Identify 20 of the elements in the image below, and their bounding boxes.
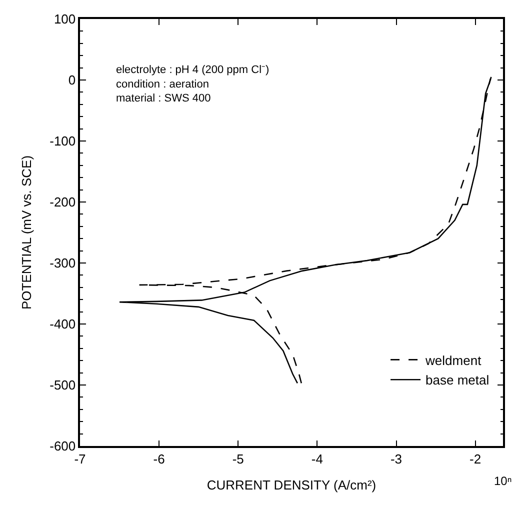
x-tick-label: -2: [470, 451, 482, 466]
x-axis-title: CURRENT DENSITY (A/cm²): [206, 477, 376, 492]
y-tick-label: -100: [50, 134, 76, 149]
text: 10ⁿ: [494, 474, 512, 488]
y-tick-label: 0: [68, 72, 76, 88]
y-tick-label: -500: [50, 378, 76, 393]
y-axis-title: POTENTIAL (mV vs. SCE): [19, 155, 34, 310]
y-tick-label: -300: [50, 256, 76, 271]
x-tick-label: -7: [74, 451, 86, 466]
y-tick-label: 100: [54, 12, 76, 27]
annotation: electrolyte : pH 4 (200 ppm Cl⁻) condition : aeration material : SWS 400: [116, 64, 270, 105]
y-tick-label: -200: [50, 194, 76, 210]
y-tick-label: -400: [50, 316, 76, 332]
y-tick-label: -600: [50, 438, 76, 454]
x-tick-label: -3: [390, 451, 402, 466]
legend-label: base metal: [426, 372, 490, 388]
x-tick-label: -5: [232, 451, 244, 466]
x-tick-label: -6: [153, 451, 165, 466]
x-tick-label: -4: [311, 451, 323, 466]
legend-label: weldment: [424, 352, 482, 368]
